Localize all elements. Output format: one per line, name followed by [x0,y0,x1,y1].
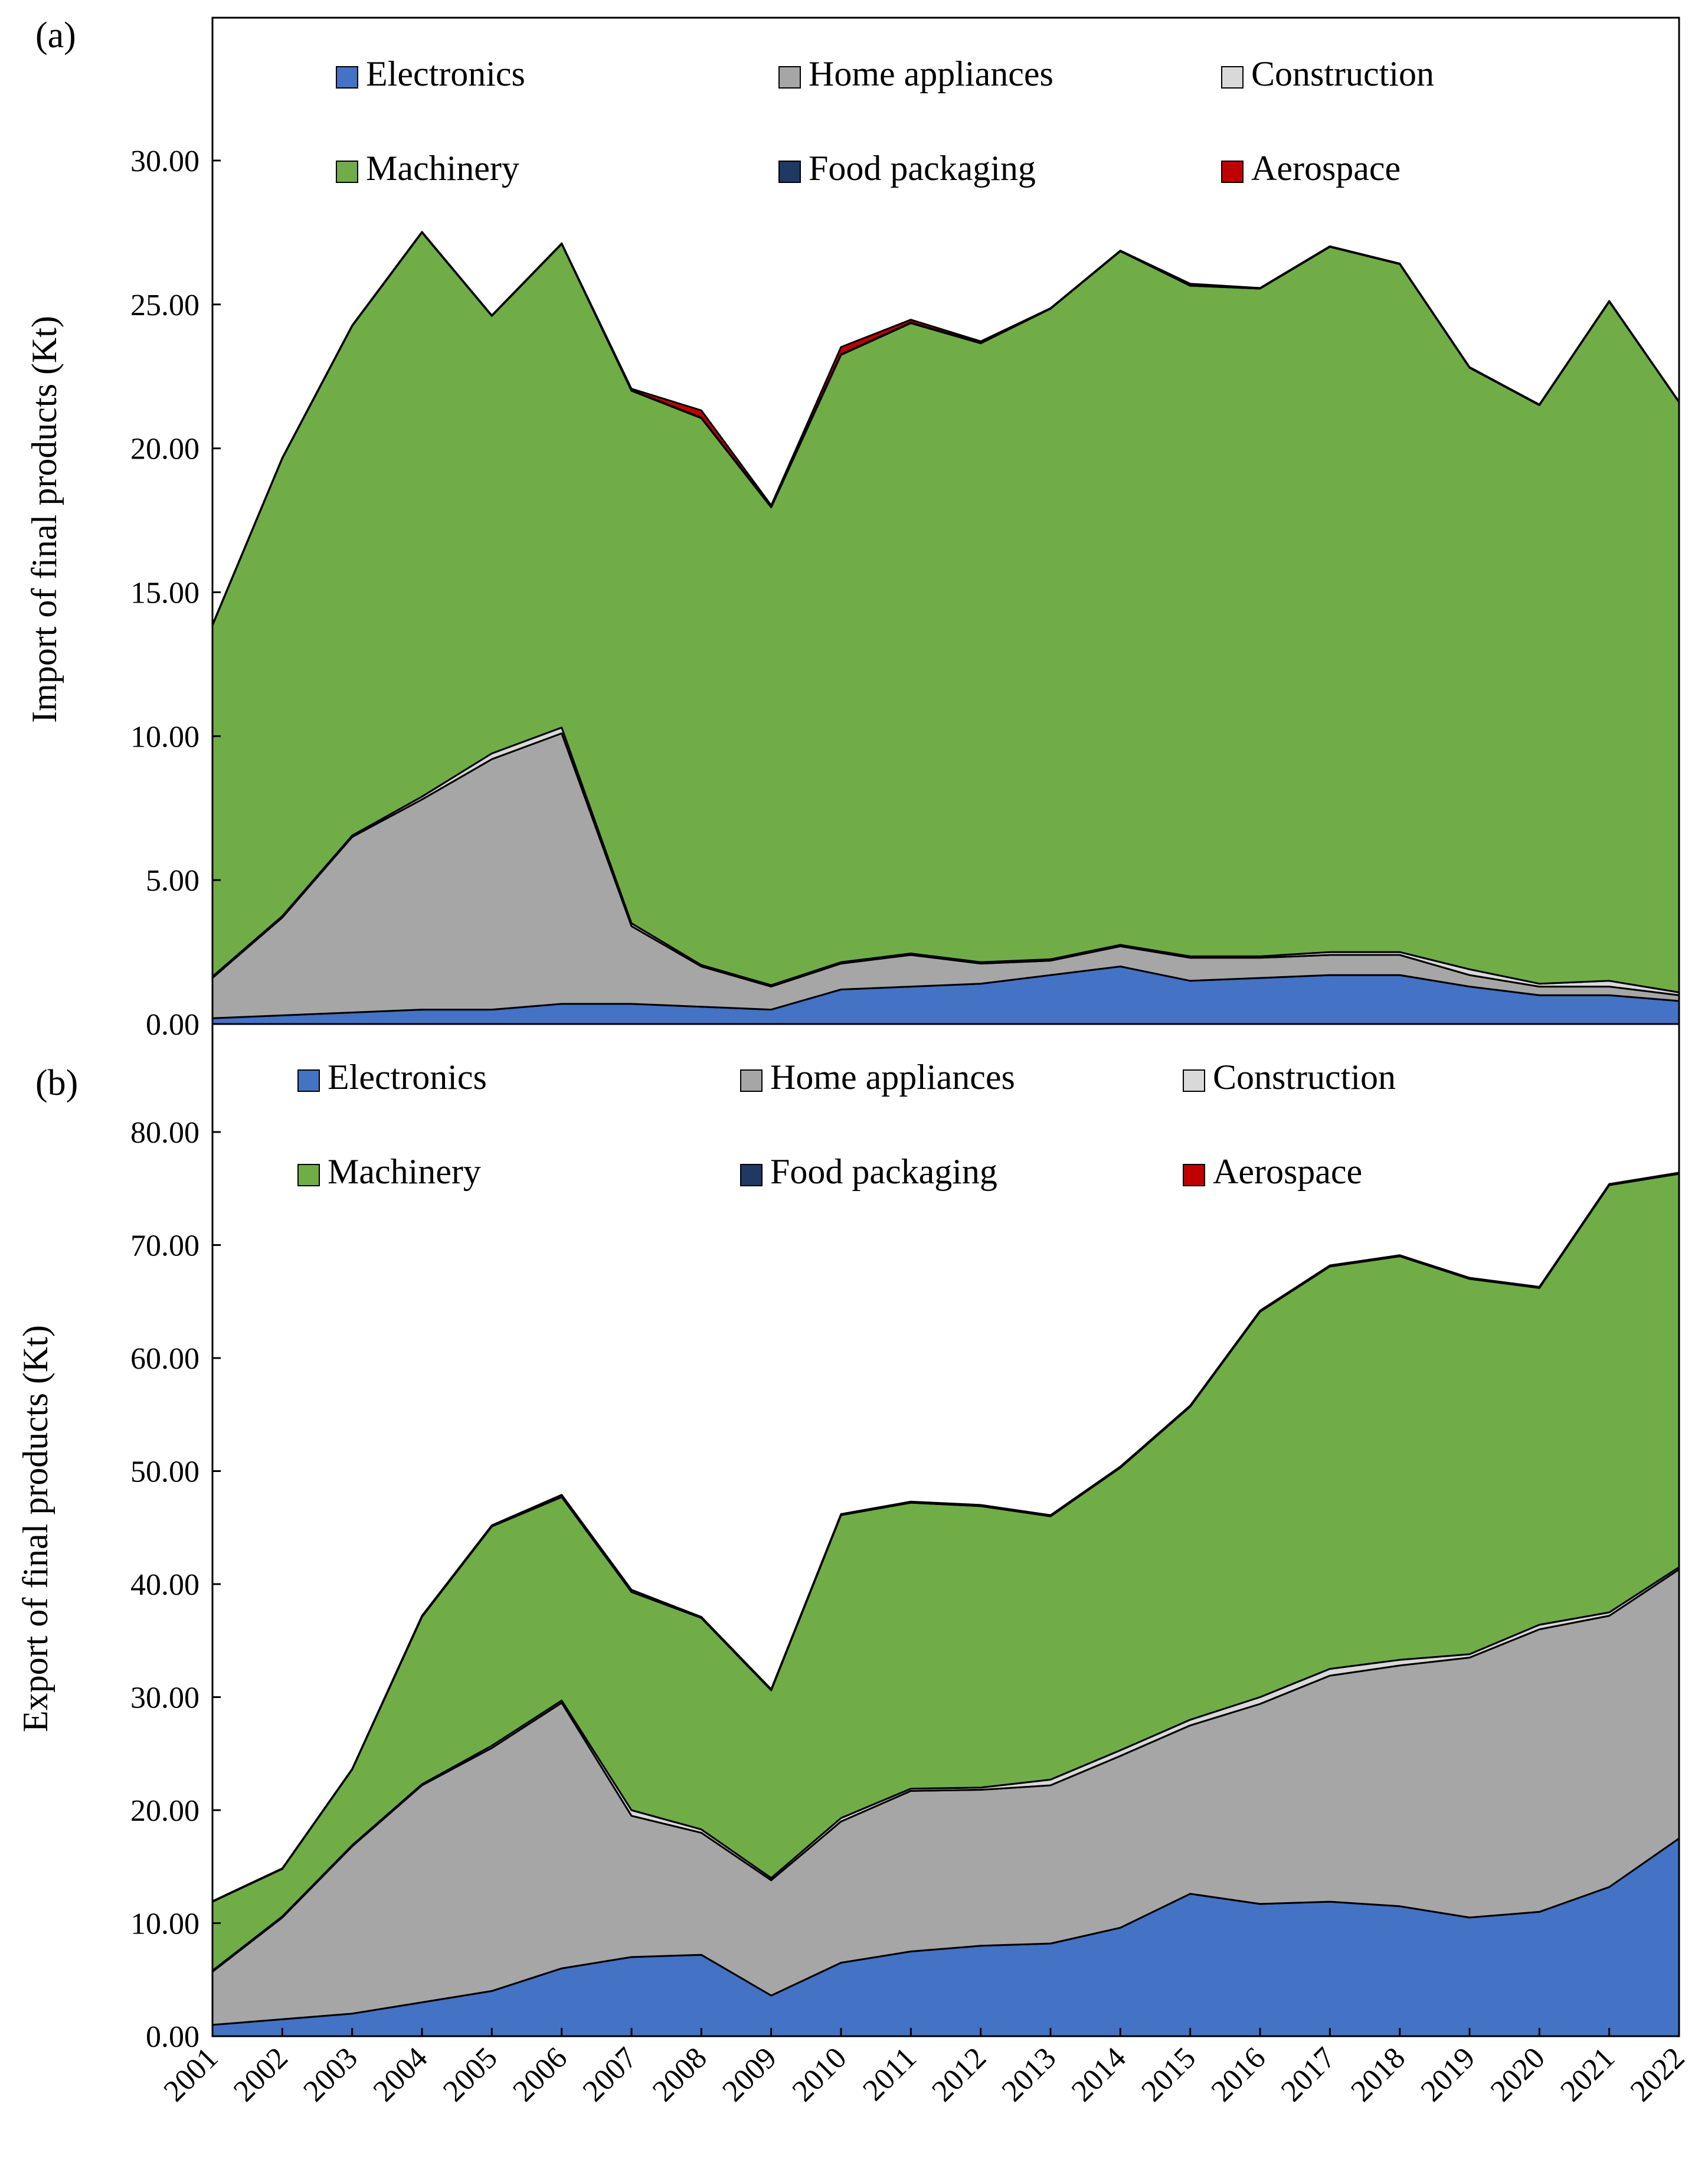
panel-b-area-series [211,1172,1680,2037]
panel-b-legend-label: Machinery [328,1152,481,1191]
panel-b-y-tick-label: 60.00 [130,1342,199,1376]
x-tick-label: 2008 [646,2041,714,2108]
panel-a-legend-swatch-construction [1221,66,1244,89]
x-tick-label: 2004 [367,2041,434,2108]
x-tick-label: 2020 [1484,2041,1552,2108]
panel-b-label: (b) [35,1063,78,1103]
panel-b-y-tick-label: 10.00 [130,1908,199,1941]
panel-a-y-tick-label: 20.00 [130,433,199,466]
panel-b-legend-label: Home appliances [770,1058,1015,1097]
panel-b-y-tick-label: 50.00 [130,1455,199,1489]
panel-b-legend-label: Construction [1213,1058,1396,1097]
x-tick-label: 2005 [437,2041,504,2108]
panel-b-legend-swatch-aerospace [1183,1164,1205,1186]
panel-b-legend-swatch-machinery [297,1164,320,1186]
panel-a-legend-swatch-aerospace [1221,161,1244,183]
panel-b-legend: Electronics Home appliances Construction Ma… [297,1058,1396,1191]
panel-a-legend-swatch-electronics [336,66,358,89]
x-axis-tick-labels: 2001 2002 2003 2004 2005 2006 2007 2008 2009 2010… [158,2028,1691,2108]
panel-a-y-tick-label: 15.00 [130,577,199,610]
x-tick-label: 2007 [577,2041,644,2108]
x-tick-label: 2006 [506,2041,574,2108]
panel-a-y-tick-label: 25.00 [130,289,199,322]
panel-a-legend-label: Construction [1251,54,1434,93]
x-tick-label: 2015 [1135,2041,1202,2108]
panel-b-y-tick-label: 70.00 [130,1229,199,1263]
panel-a-legend-label: Aerospace [1251,149,1401,188]
panel-a-import-chart: 0.00 5.00 10.00 15.00 20.00 25.00 30.00 (a) Im… [25,15,1680,1042]
panel-a-legend-label: Electronics [366,54,525,93]
panel-b-legend-label: Electronics [328,1058,487,1097]
panel-a-y-tick-label: 30.00 [130,145,199,178]
x-tick-label: 2022 [1624,2041,1691,2108]
panel-b-export-chart: 0.00 10.00 20.00 30.00 40.00 50.00 60.00 70.00 8… [16,1023,1680,2054]
x-tick-label: 2021 [1554,2041,1621,2108]
panel-b-y-axis-title: Export of final products (Kt) [16,1325,55,1732]
panel-a-legend-swatch-home-appliances [778,66,801,89]
x-tick-label: 2013 [996,2041,1063,2108]
panel-a-legend-label: Home appliances [809,54,1053,93]
panel-a-y-tick-label: 5.00 [146,864,199,898]
x-tick-label: 2018 [1344,2041,1412,2108]
panel-a-area-series [211,231,1680,1025]
x-tick-label: 2016 [1205,2041,1272,2108]
x-tick-label: 2014 [1065,2041,1133,2108]
x-tick-label: 2010 [786,2041,853,2108]
panel-a-label: (a) [35,15,76,55]
panel-b-legend-swatch-electronics [297,1069,320,1092]
x-tick-label: 2003 [297,2041,364,2108]
panel-a-legend-swatch-machinery [336,161,358,183]
panel-b-y-tick-label: 0.00 [146,2020,199,2054]
panel-b-y-axis-ticks: 0.00 10.00 20.00 30.00 40.00 50.00 60.00 70.00 8… [130,1116,221,2054]
panel-b-legend-label: Food packaging [770,1152,997,1191]
panel-a-y-axis-title: Import of final products (Kt) [25,316,64,723]
x-tick-label: 2019 [1415,2041,1482,2108]
x-tick-label: 2009 [716,2041,783,2108]
panel-b-legend-swatch-construction [1183,1069,1205,1092]
panel-a-legend: Electronics Home appliances Construction Ma… [336,54,1434,188]
panel-b-legend-swatch-food-packaging [740,1164,763,1186]
x-tick-label: 2017 [1275,2041,1342,2108]
panel-b-y-tick-label: 30.00 [130,1681,199,1715]
panel-b-legend-label: Aerospace [1213,1152,1362,1191]
panel-a-legend-label: Machinery [366,149,519,188]
panel-a-y-tick-label: 0.00 [146,1008,199,1042]
panel-b-y-tick-label: 40.00 [130,1568,199,1602]
x-tick-label: 2012 [925,2041,993,2108]
panel-a-y-axis-ticks: 0.00 5.00 10.00 15.00 20.00 25.00 30.00 [130,145,221,1042]
panel-b-plot-frame [211,1023,1680,2037]
panel-b-y-tick-label: 80.00 [130,1116,199,1150]
x-tick-label: 2011 [856,2041,922,2107]
panel-a-legend-swatch-food-packaging [778,161,801,183]
x-tick-label: 2002 [227,2041,295,2108]
panel-b-legend-swatch-home-appliances [740,1069,763,1092]
panel-a-legend-label: Food packaging [809,149,1036,188]
panel-b-y-tick-label: 20.00 [130,1794,199,1828]
panel-a-y-tick-label: 10.00 [130,720,199,754]
